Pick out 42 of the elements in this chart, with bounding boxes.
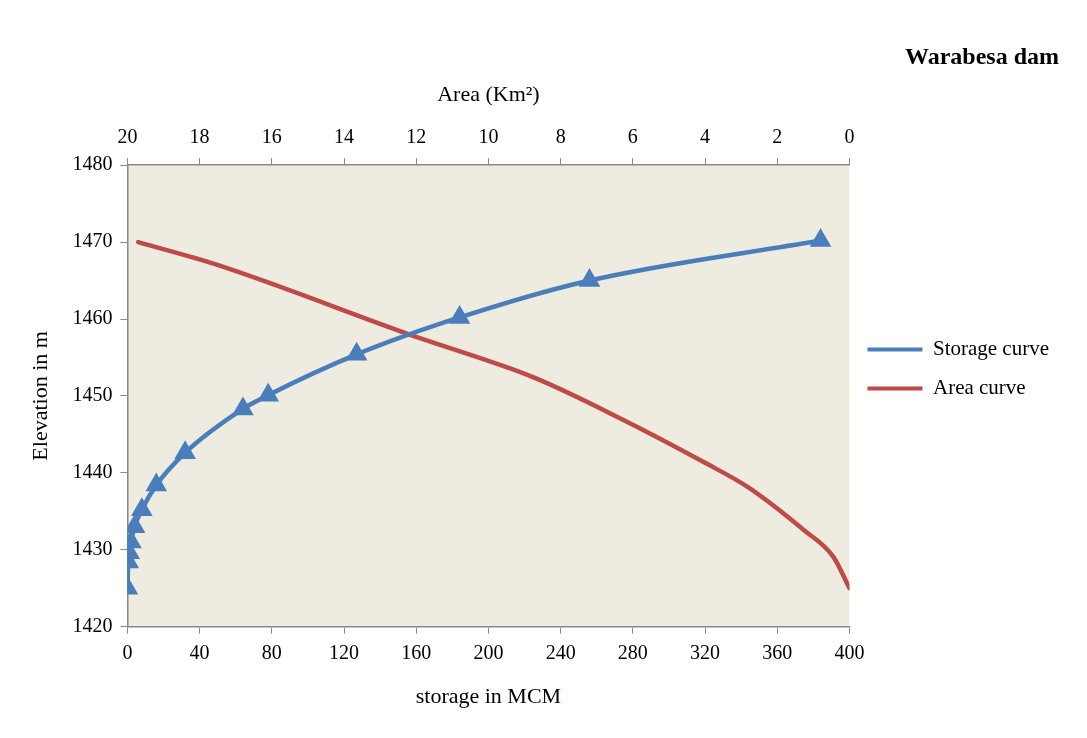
point — [259, 382, 279, 402]
x2-tick-label: 12 — [406, 125, 427, 148]
x-axis-title: storage in MCM — [415, 682, 562, 708]
y-tick-label: 1470 — [72, 229, 113, 252]
point — [450, 307, 469, 324]
x-tick-label: 120 — [329, 640, 360, 663]
x2-tick-label: 16 — [261, 125, 282, 148]
x2-tick-label: 18 — [189, 125, 210, 148]
y-tick-label: 1440 — [72, 460, 113, 483]
x2-tick-label: 6 — [627, 125, 638, 148]
point — [580, 270, 599, 287]
point — [811, 230, 830, 247]
y-axis-title: Elevation in m — [26, 331, 52, 461]
x-tick-label: 200 — [473, 640, 504, 663]
x-tick-label: 400 — [834, 640, 865, 663]
legend-label: Storage curve — [932, 336, 1050, 361]
x-tick-label: 320 — [690, 640, 721, 663]
x2-tick-label: 8 — [555, 125, 566, 148]
x-tick-label: 0 — [122, 640, 133, 663]
x2-tick-label: 2 — [772, 125, 783, 148]
text: Warabesa dam — [904, 42, 1059, 69]
x-tick-label: 280 — [617, 640, 648, 663]
x2-tick-label: 20 — [117, 125, 138, 148]
y-tick-label: 1480 — [72, 152, 113, 175]
y-tick-label: 1460 — [72, 306, 113, 329]
y-tick-label: 1430 — [72, 536, 113, 559]
point — [132, 499, 152, 516]
x2-axis-title: Area (Km²) — [437, 80, 540, 106]
x2-tick-label: 4 — [700, 125, 711, 148]
x-tick-label: 160 — [401, 640, 432, 663]
x2-tick-label: 10 — [478, 125, 499, 148]
x-tick-label: 240 — [545, 640, 576, 663]
x-tick-label: 40 — [189, 640, 210, 663]
legend-label: Area curve — [932, 375, 1026, 400]
x-tick-label: 80 — [261, 640, 282, 663]
y-tick-label: 1420 — [72, 613, 113, 636]
x-tick-label: 360 — [762, 640, 793, 663]
x2-tick-label: 0 — [844, 125, 855, 148]
y-tick-label: 1450 — [72, 383, 113, 406]
point — [127, 516, 144, 533]
x2-tick-label: 14 — [334, 125, 355, 148]
point — [233, 396, 254, 416]
